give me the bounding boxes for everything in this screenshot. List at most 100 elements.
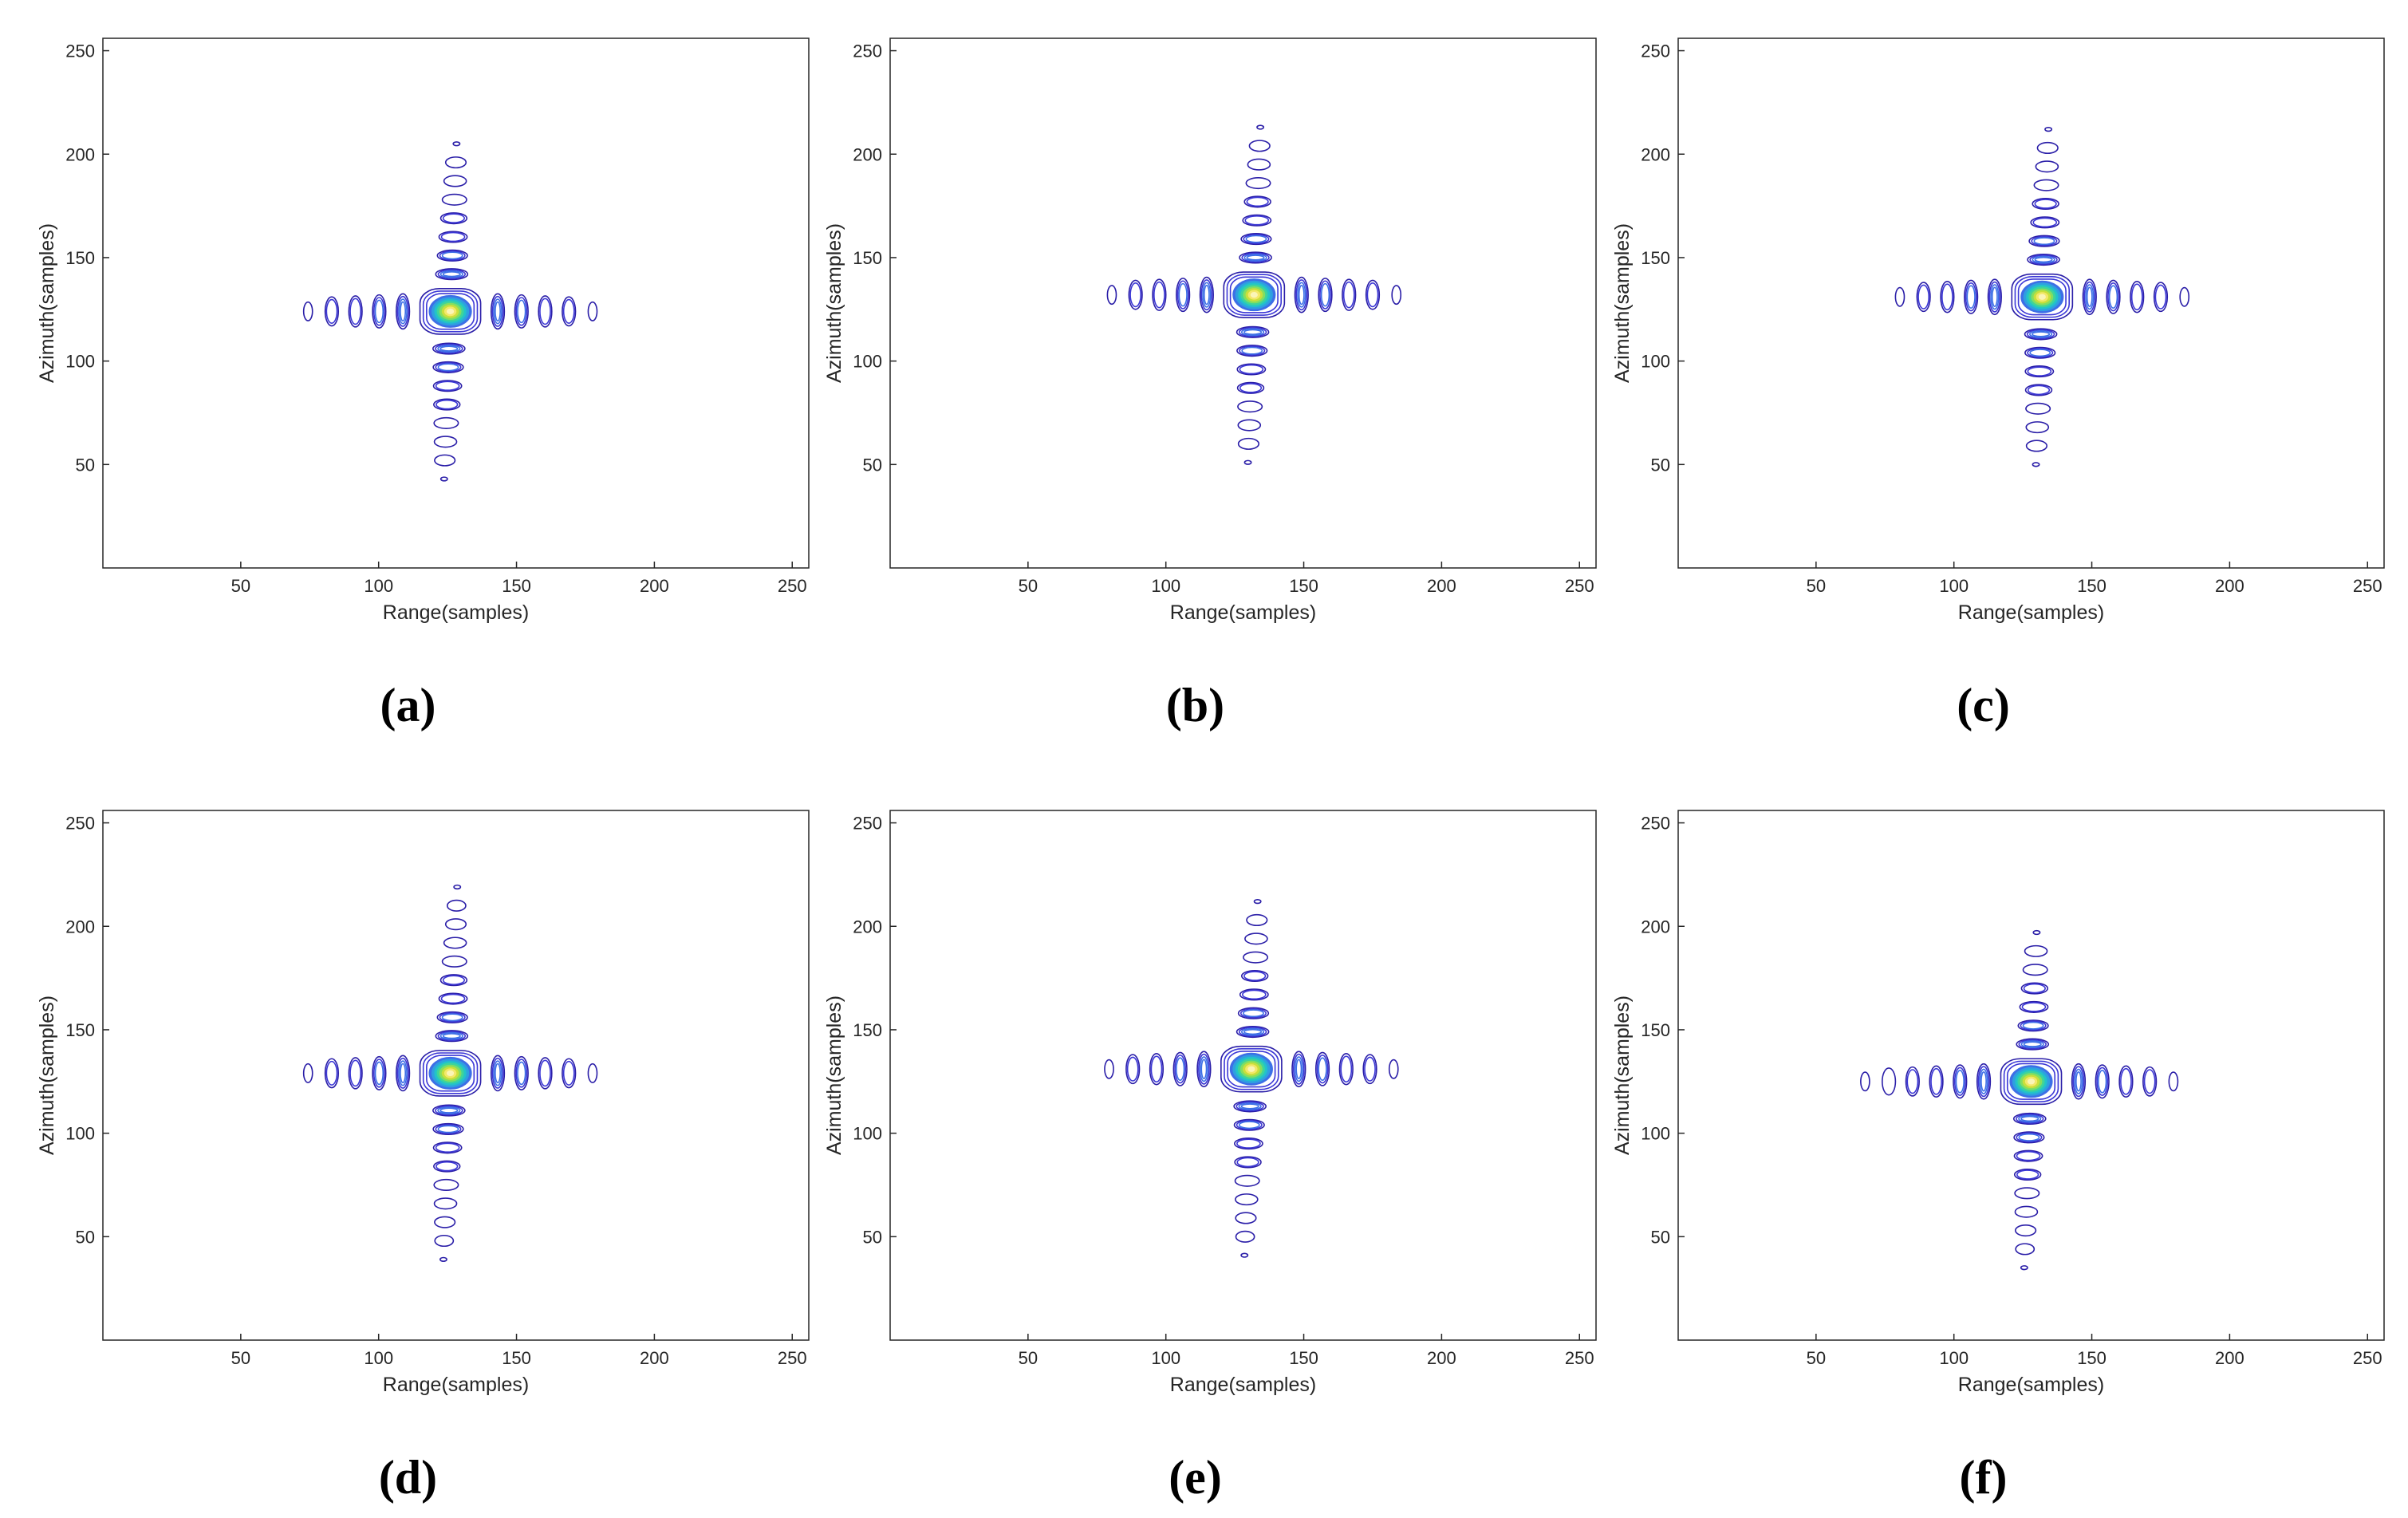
range-sidelobe-contour: [2143, 1069, 2156, 1094]
azimuth-sidelobe-contour: [442, 213, 466, 223]
azimuth-sidelobe-contour: [1237, 437, 1260, 450]
x-tick-label: 150: [2077, 1348, 2107, 1368]
azimuth-sidelobe-contour: [2025, 402, 2051, 415]
azimuth-sidelobe-contour: [438, 231, 468, 243]
range-sidelobe-contour: [493, 298, 502, 325]
azimuth-sidelobe-contour: [439, 1012, 466, 1023]
azimuth-sidelobe-contour: [2032, 462, 2040, 467]
azimuth-sidelobe-contour: [1240, 233, 1272, 246]
range-sidelobe-contour: [1200, 1059, 1208, 1079]
range-sidelobe-contour: [1955, 1069, 1965, 1094]
range-sidelobe-contour: [587, 1063, 598, 1083]
main-lobe-contour: [1224, 1048, 1279, 1090]
azimuth-sidelobe-contour: [2033, 237, 2055, 246]
y-axis-label: Azimuth(samples): [823, 223, 845, 383]
range-sidelobe-contour: [400, 1063, 407, 1084]
azimuth-sidelobe-contour: [437, 1031, 467, 1041]
x-tick-label: 150: [2077, 576, 2107, 596]
azimuth-sidelobe-contour: [1241, 252, 1270, 263]
main-lobe-contour: [446, 308, 455, 315]
x-tick-label: 250: [2353, 1348, 2382, 1368]
main-lobe-contour: [1220, 1045, 1283, 1093]
y-tick-label: 150: [853, 248, 882, 268]
azimuth-sidelobe-contour: [441, 1013, 463, 1022]
azimuth-sidelobe-contour: [1233, 1100, 1267, 1113]
x-tick-label: 200: [640, 1348, 669, 1368]
contour-plot: [302, 141, 598, 482]
azimuth-sidelobe-contour: [435, 343, 463, 354]
main-lobe-contour: [2006, 1063, 2056, 1100]
range-sidelobe-contour: [2130, 283, 2143, 311]
range-sidelobe-contour: [562, 296, 577, 327]
azimuth-sidelobe-contour: [1240, 1252, 1249, 1258]
azimuth-sidelobe-contour: [439, 1031, 463, 1040]
azimuth-sidelobe-contour: [440, 993, 466, 1004]
azimuth-sidelobe-contour: [439, 974, 468, 987]
azimuth-sidelobe-contour: [1242, 989, 1267, 1000]
main-lobe-contour: [1250, 291, 1258, 298]
azimuth-sidelobe-contour: [2016, 1038, 2050, 1051]
azimuth-sidelobe-contour: [2020, 1020, 2047, 1031]
range-sidelobe-contour: [373, 1059, 385, 1088]
azimuth-sidelobe-contour: [434, 1234, 455, 1248]
range-sidelobe-contour: [491, 1057, 504, 1089]
azimuth-sidelobe-contour: [439, 476, 448, 482]
azimuth-sidelobe-contour: [1236, 1157, 1259, 1168]
range-sidelobe-contour: [1977, 1066, 1990, 1098]
range-sidelobe-contour: [1366, 282, 1379, 308]
x-axis-label: Range(samples): [383, 1374, 529, 1396]
azimuth-sidelobe-contour: [1243, 459, 1252, 465]
azimuth-sidelobe-contour: [2024, 346, 2056, 359]
azimuth-sidelobe-contour: [440, 231, 466, 242]
azimuth-sidelobe-contour: [443, 175, 467, 187]
range-sidelobe-contour: [1965, 282, 1977, 312]
azimuth-sidelobe-contour: [432, 380, 463, 392]
x-tick-label: 50: [1019, 1348, 1038, 1368]
azimuth-sidelobe-contour: [2024, 944, 2048, 957]
azimuth-sidelobe-contour: [1239, 1007, 1267, 1019]
azimuth-sidelobe-contour: [2013, 1168, 2042, 1181]
range-sidelobe-contour: [514, 294, 529, 329]
azimuth-sidelobe-contour: [2029, 254, 2058, 265]
range-sidelobe-contour: [2118, 1065, 2134, 1098]
range-sidelobe-contour: [398, 298, 408, 325]
azimuth-sidelobe-contour: [435, 362, 462, 373]
x-tick-label: 100: [364, 576, 393, 596]
azimuth-sidelobe-contour: [1240, 1103, 1259, 1110]
range-sidelobe-contour: [1292, 1053, 1305, 1085]
x-tick-label: 200: [640, 576, 669, 596]
x-axis-label: Range(samples): [1170, 1374, 1316, 1396]
azimuth-sidelobe-contour: [433, 416, 459, 429]
azimuth-sidelobe-contour: [1233, 1138, 1263, 1150]
azimuth-sidelobe-contour: [2014, 1205, 2039, 1218]
azimuth-sidelobe-contour: [1237, 400, 1263, 413]
y-tick-label: 100: [853, 352, 882, 372]
azimuth-sidelobe-contour: [2019, 1000, 2049, 1013]
range-sidelobe-contour: [1294, 276, 1309, 313]
range-sidelobe-contour: [1295, 1059, 1303, 1079]
range-sidelobe-contour: [1916, 282, 1931, 313]
azimuth-sidelobe-contour: [2034, 256, 2053, 263]
azimuth-sidelobe-contour: [437, 1106, 461, 1115]
range-sidelobe-contour: [2120, 1067, 2132, 1095]
range-sidelobe-contour: [1104, 1059, 1114, 1079]
range-sidelobe-contour: [1338, 1052, 1354, 1086]
range-sidelobe-contour: [517, 1061, 526, 1086]
range-sidelobe-contour: [2168, 1071, 2179, 1092]
azimuth-sidelobe-contour: [432, 1141, 463, 1154]
y-tick-label: 150: [853, 1020, 882, 1040]
panel-caption: (f): [1960, 1451, 2008, 1504]
azimuth-sidelobe-contour: [2018, 1133, 2040, 1141]
range-sidelobe-contour: [1203, 284, 1210, 306]
x-tick-label: 250: [1565, 576, 1594, 596]
x-tick-label: 150: [502, 1348, 531, 1368]
y-tick-label: 50: [1651, 1227, 1670, 1247]
azimuth-sidelobe-contour: [435, 1105, 463, 1116]
x-axis-label: Range(samples): [383, 601, 529, 624]
main-lobe-contour: [2003, 1060, 2059, 1103]
range-sidelobe-contour: [1342, 278, 1357, 311]
azimuth-sidelobe-contour: [1236, 1025, 1270, 1039]
range-sidelobe-contour: [1964, 279, 1979, 314]
azimuth-sidelobe-contour: [1239, 988, 1269, 1001]
